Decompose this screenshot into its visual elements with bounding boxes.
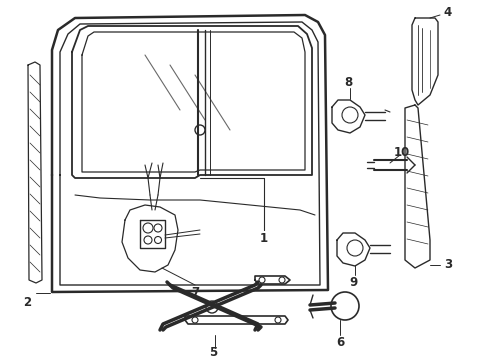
Circle shape bbox=[143, 223, 153, 233]
Text: 1: 1 bbox=[260, 231, 268, 244]
Circle shape bbox=[206, 301, 218, 313]
Circle shape bbox=[347, 240, 363, 256]
Text: 6: 6 bbox=[336, 336, 344, 348]
Text: 3: 3 bbox=[444, 258, 452, 271]
Text: 2: 2 bbox=[23, 296, 31, 309]
Text: 7: 7 bbox=[191, 287, 199, 300]
Circle shape bbox=[275, 317, 281, 323]
Text: 10: 10 bbox=[394, 145, 410, 158]
Circle shape bbox=[192, 317, 198, 323]
Circle shape bbox=[195, 125, 205, 135]
Text: 5: 5 bbox=[209, 346, 217, 360]
Text: 4: 4 bbox=[444, 5, 452, 18]
Text: 9: 9 bbox=[349, 276, 357, 289]
Circle shape bbox=[144, 236, 152, 244]
Circle shape bbox=[342, 107, 358, 123]
Circle shape bbox=[331, 292, 359, 320]
Circle shape bbox=[154, 224, 162, 232]
Text: 8: 8 bbox=[344, 76, 352, 89]
Circle shape bbox=[154, 237, 162, 243]
